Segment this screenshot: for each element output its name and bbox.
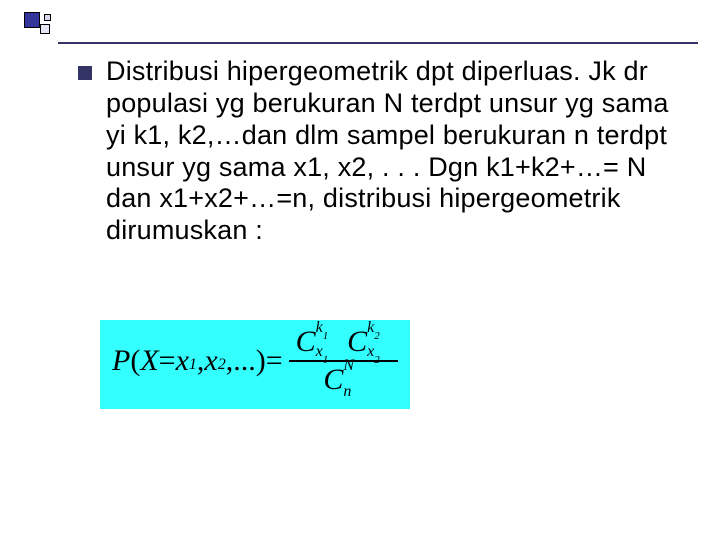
comb-1: C k1 x1 <box>296 326 338 358</box>
comb-2-C: C <box>347 325 367 358</box>
deco-square-small <box>44 14 51 21</box>
formula-x1: x <box>176 344 189 378</box>
comb-2: C k2 x2 <box>347 326 391 358</box>
formula-x2-sub: 2 <box>218 356 226 374</box>
deco-square-medium <box>40 24 50 34</box>
fraction-numerator: C k1 x1 C k2 x2 <box>289 326 399 358</box>
deco-square-large <box>24 12 40 28</box>
formula-fraction: C k1 x1 C k2 x2 C N n <box>289 326 399 395</box>
corner-decoration <box>0 0 24 12</box>
header-rule <box>58 42 698 44</box>
formula-eq1: = <box>159 344 176 378</box>
formula: P(X = x1, x2,...) = C k1 x1 C k2 x2 <box>112 326 398 395</box>
bullet-square-icon <box>78 66 92 80</box>
formula-x2: x <box>204 344 217 378</box>
formula-X: X <box>140 344 158 378</box>
comb-2-sup: k2 <box>367 320 380 340</box>
comb-1-sub: x1 <box>316 344 329 364</box>
comb-1-sup: k1 <box>316 320 329 340</box>
body-text-block: Distribusi hipergeometrik dpt diperluas.… <box>78 56 678 247</box>
formula-dots: ,...) <box>226 344 266 378</box>
slide: Distribusi hipergeometrik dpt diperluas.… <box>0 0 720 540</box>
formula-x1-sub: 1 <box>189 356 197 374</box>
formula-eq2: = <box>266 344 283 378</box>
comb-1-C: C <box>296 325 316 358</box>
comb-den-C: C <box>323 363 343 396</box>
comb-den-sup: N <box>343 358 354 375</box>
bullet-text: Distribusi hipergeometrik dpt diperluas.… <box>106 56 678 247</box>
comb-den-sub: n <box>343 384 351 401</box>
formula-box: P(X = x1, x2,...) = C k1 x1 C k2 x2 <box>100 320 410 409</box>
bullet-item: Distribusi hipergeometrik dpt diperluas.… <box>78 56 678 247</box>
comb-2-sub: x2 <box>367 344 380 364</box>
formula-open-paren: ( <box>130 344 140 378</box>
formula-P: P <box>112 344 130 378</box>
fraction-denominator: C N n <box>316 364 370 396</box>
comb-den: C N n <box>323 364 363 396</box>
